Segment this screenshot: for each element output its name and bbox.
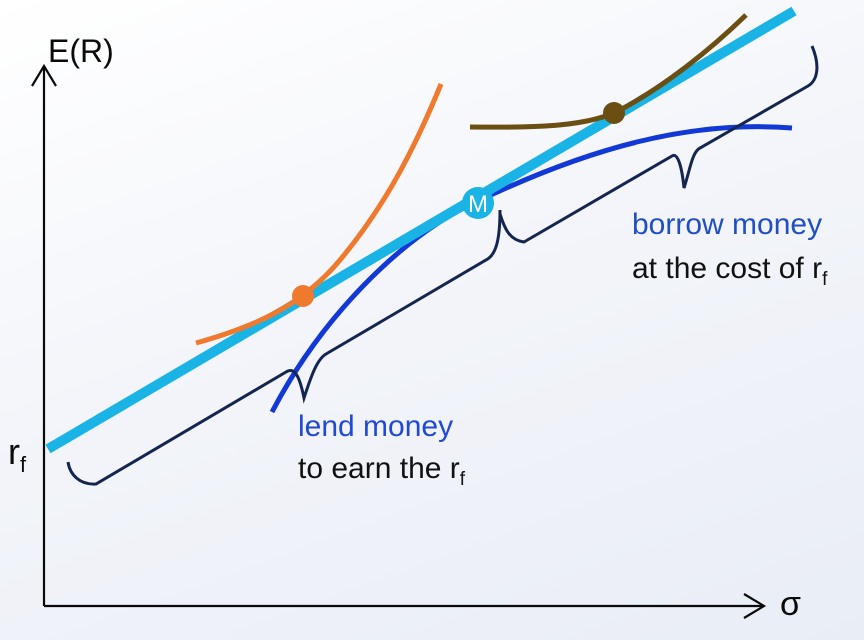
borrow-annotation-line2: at the cost of rf (632, 252, 828, 290)
rf-label-main: r (8, 431, 20, 472)
borrow-annotation-line1: borrow money (632, 208, 822, 241)
lend-annotation-sub: f (460, 469, 466, 490)
market-portfolio-label: M (468, 191, 488, 218)
y-axis-label: E(R) (48, 33, 114, 69)
rf-label: rf (8, 431, 27, 477)
lending-indifference-curve (195, 83, 444, 346)
lending-brace (66, 209, 502, 486)
borrowing-tangency-point (603, 102, 625, 124)
y-axis-arrowhead (31, 63, 57, 87)
borrow-annotation-sub: f (822, 269, 828, 290)
lend-annotation-line2: to earn the rf (298, 452, 466, 490)
borrow-annotation-text: at the cost of r (632, 252, 822, 285)
x-axis-label: σ (780, 585, 801, 623)
capital-market-line (45, 6, 797, 454)
rf-label-sub: f (20, 452, 27, 477)
lending-tangency-point (292, 285, 314, 307)
borrowing-brace (498, 45, 819, 244)
lend-annotation-line1: lend money (298, 410, 453, 443)
lend-annotation-text: to earn the r (298, 452, 460, 485)
market-portfolio-point (462, 187, 494, 219)
x-axis-arrowhead (743, 593, 767, 619)
